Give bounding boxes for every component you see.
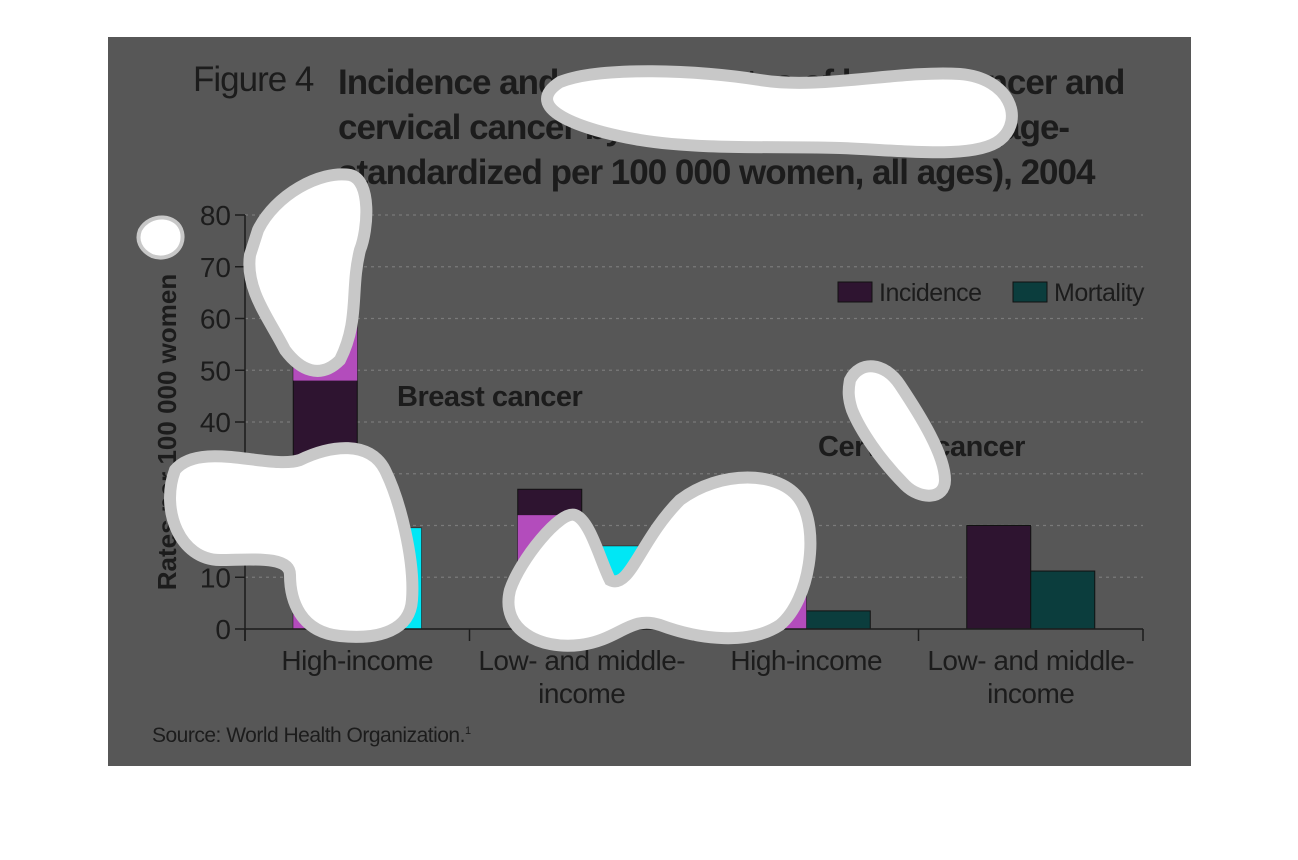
bar-mortality-2	[805, 610, 871, 630]
bar-highlight-5	[742, 569, 807, 629]
y-tick-label-50: 50	[200, 355, 231, 386]
source-reference: 1	[464, 725, 471, 737]
bar-highlight-3	[517, 515, 582, 629]
bar-highlight-4	[581, 546, 646, 583]
x-tick-label-1-line-1: income	[538, 678, 625, 709]
y-tick-label-60: 60	[200, 304, 231, 335]
bar-incidence-3	[966, 525, 1032, 630]
y-tick-label-10: 10	[200, 562, 231, 593]
legend: Incidence Mortality	[837, 279, 1145, 307]
legend-swatch-mortality	[1012, 281, 1048, 303]
x-tick-label-1-line-0: Low- and middle-	[478, 645, 685, 676]
y-tick-label-40: 40	[200, 407, 231, 438]
group-label-1: Cervical cancer	[818, 431, 1025, 463]
x-tick-label-3-line-0: Low- and middle-	[927, 645, 1134, 676]
legend-swatch-incidence	[837, 281, 873, 303]
gridlines	[245, 214, 1143, 578]
group-label-0: Breast cancer	[397, 381, 583, 413]
bar-highlight-2	[357, 528, 422, 629]
y-tick-label-0: 0	[215, 614, 231, 645]
bar-highlight-0	[293, 468, 358, 629]
legend-label-incidence: Incidence	[879, 279, 982, 307]
y-tick-label-30: 30	[200, 459, 231, 490]
bar-highlight-1	[293, 264, 358, 381]
figure-label: Figure 4	[193, 60, 314, 99]
x-tick-label-0: High-income	[281, 645, 433, 676]
bar-mortality-3	[1030, 570, 1096, 630]
y-tick-label-20: 20	[200, 511, 231, 542]
x-tick-label-3-line-1: income	[987, 678, 1074, 709]
y-axis-title: Rates per 100 000 women	[152, 274, 182, 591]
source-text: Source: World Health Organization.	[152, 724, 465, 747]
x-tick-label-2: High-income	[730, 645, 882, 676]
legend-label-mortality: Mortality	[1054, 279, 1145, 307]
y-tick-label-70: 70	[200, 252, 231, 283]
source-note: Source: World Health Organization.1	[152, 724, 471, 748]
y-tick-label-80: 80	[200, 200, 231, 231]
